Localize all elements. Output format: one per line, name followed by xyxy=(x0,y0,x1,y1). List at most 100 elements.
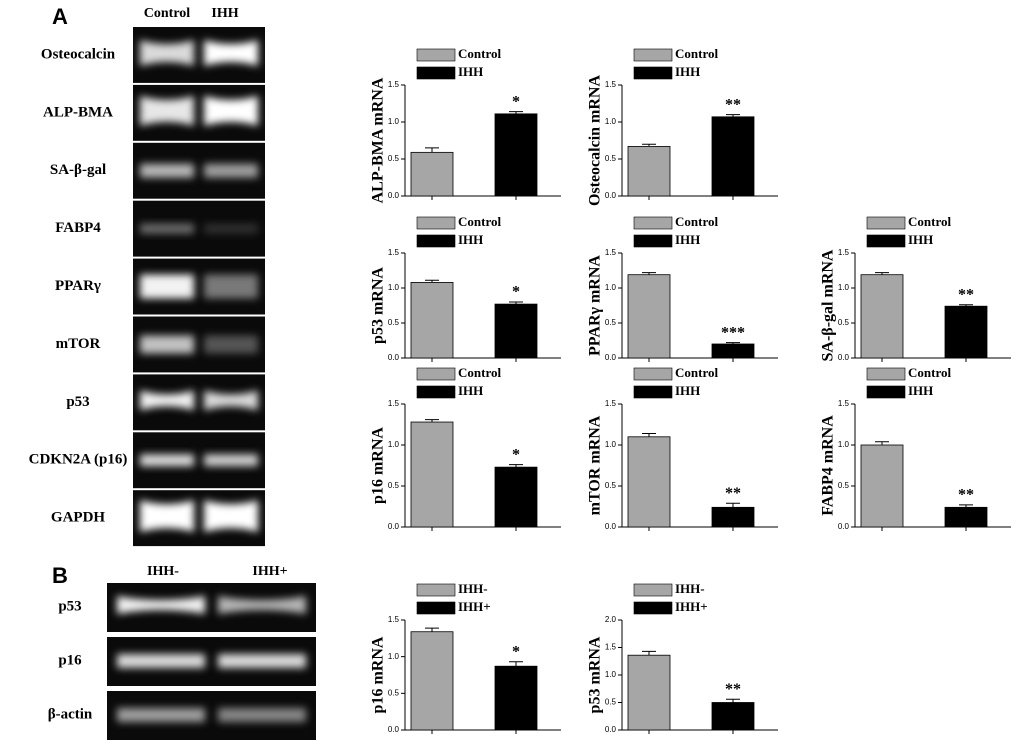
bar xyxy=(711,506,755,528)
legend-label: Control xyxy=(908,214,951,229)
gel-band xyxy=(204,390,258,411)
y-tick-label: 0.0 xyxy=(388,725,400,734)
legend-label: IHH xyxy=(908,232,933,247)
error-bar xyxy=(509,111,523,114)
error-bar xyxy=(959,304,973,307)
gel-band xyxy=(218,708,306,722)
gel-band xyxy=(140,390,194,411)
y-tick-label: 1.5 xyxy=(605,399,617,408)
gel-band xyxy=(117,708,205,722)
y-axis-label: p16 mRNA xyxy=(370,636,387,713)
gel-band xyxy=(140,335,194,354)
row-label: Osteocalcin xyxy=(41,46,116,62)
y-tick-label: 0.5 xyxy=(605,154,617,163)
significance: ** xyxy=(725,96,741,113)
gel-band xyxy=(140,39,194,66)
error-bar xyxy=(726,114,740,117)
y-tick-label: 1.0 xyxy=(388,652,400,661)
y-tick-label: 0.5 xyxy=(388,688,400,697)
y-tick-label: 0.5 xyxy=(605,698,617,707)
legend-label: IHH xyxy=(458,232,483,247)
y-tick-label: 1.5 xyxy=(388,80,400,89)
gel-band xyxy=(204,274,258,299)
error-bar xyxy=(425,419,439,423)
bar xyxy=(494,466,538,528)
gel-band xyxy=(204,500,258,533)
legend-label: Control xyxy=(675,214,718,229)
legend-swatch xyxy=(866,216,906,230)
bar xyxy=(711,343,755,359)
y-tick-label: 1.0 xyxy=(388,440,400,449)
gel-band xyxy=(204,454,258,467)
y-axis-label: p53 mRNA xyxy=(587,636,604,713)
gel-band xyxy=(140,500,194,533)
row-label: ALP-BMA xyxy=(43,104,113,120)
y-axis-label: mTOR mRNA xyxy=(587,415,604,515)
y-tick-label: 0.0 xyxy=(605,522,617,531)
legend-label: IHH xyxy=(675,383,700,398)
y-tick-label: 1.5 xyxy=(388,248,400,257)
bar xyxy=(860,444,904,528)
column-label: IHH- xyxy=(147,564,179,579)
legend-label: Control xyxy=(908,365,951,380)
y-tick-label: 1.5 xyxy=(838,248,850,257)
y-tick-label: 1.0 xyxy=(388,117,400,126)
y-tick-label: 0.5 xyxy=(838,481,850,490)
significance: * xyxy=(512,93,520,110)
gel-band xyxy=(117,596,205,614)
panel-letter: B xyxy=(52,563,68,588)
error-bar xyxy=(726,698,740,703)
y-axis-label: p53 mRNA xyxy=(370,267,387,344)
y-tick-label: 1.0 xyxy=(838,440,850,449)
legend-label: IHH- xyxy=(675,581,705,596)
legend-label: Control xyxy=(458,365,501,380)
y-tick-label: 1.0 xyxy=(605,670,617,679)
y-tick-label: 0.0 xyxy=(605,725,617,734)
error-bar xyxy=(726,502,740,508)
y-tick-label: 1.0 xyxy=(605,117,617,126)
y-tick-label: 0.0 xyxy=(388,522,400,531)
y-axis-label: FABP4 mRNA xyxy=(820,415,837,516)
column-label: IHH xyxy=(211,6,238,21)
legend-swatch xyxy=(416,367,456,381)
y-tick-label: 0.0 xyxy=(838,522,850,531)
row-label: FABP4 xyxy=(55,220,101,236)
y-tick-label: 0.0 xyxy=(605,191,617,200)
gel-band xyxy=(140,223,194,234)
y-tick-label: 0.0 xyxy=(605,353,617,362)
bar xyxy=(711,702,755,731)
bar xyxy=(494,303,538,359)
error-bar xyxy=(425,147,439,153)
y-tick-label: 1.5 xyxy=(388,615,400,624)
row-label: SA-β-gal xyxy=(50,162,106,178)
significance: ** xyxy=(958,487,974,504)
gel-band xyxy=(204,163,258,178)
legend-swatch xyxy=(416,48,456,62)
gel-band xyxy=(204,223,258,234)
error-bar xyxy=(642,143,656,147)
significance: * xyxy=(512,284,520,301)
row-label: PPARγ xyxy=(55,278,101,294)
gel-band xyxy=(204,39,258,66)
error-bar xyxy=(642,650,656,656)
legend-swatch xyxy=(633,583,673,597)
gel-images xyxy=(107,27,316,740)
bar xyxy=(627,654,671,731)
y-axis-label: ALP-BMA mRNA xyxy=(370,77,387,203)
legend-swatch xyxy=(416,66,456,80)
gel-band xyxy=(204,95,258,126)
gel-band xyxy=(117,654,205,668)
bar xyxy=(410,631,454,731)
legend-swatch xyxy=(866,234,906,248)
error-bar xyxy=(425,627,439,632)
error-bar xyxy=(509,301,523,305)
y-tick-label: 0.0 xyxy=(388,353,400,362)
error-bar xyxy=(509,464,523,468)
legend-label: IHH+ xyxy=(458,599,491,614)
y-tick-label: 1.5 xyxy=(605,643,617,652)
y-tick-label: 1.5 xyxy=(605,80,617,89)
legend-swatch xyxy=(416,216,456,230)
column-label: Control xyxy=(144,6,191,21)
row-label: β-actin xyxy=(48,706,93,722)
